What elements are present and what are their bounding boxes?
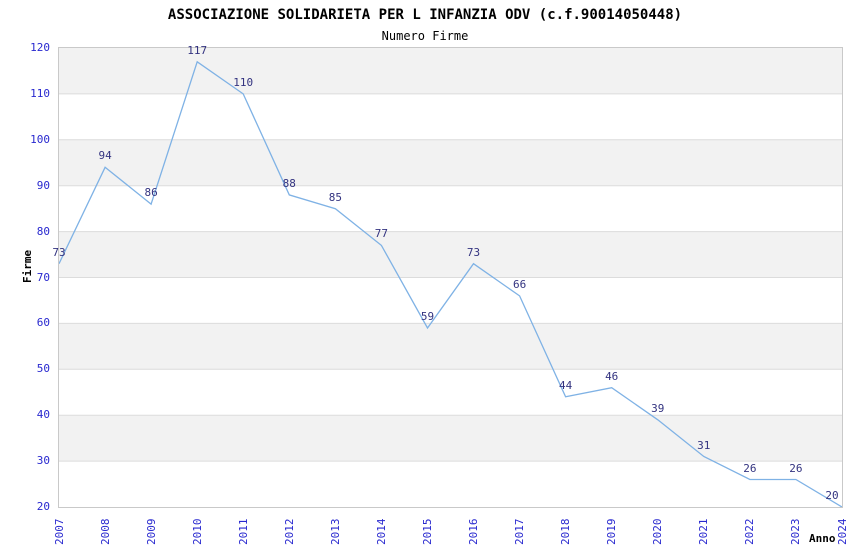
data-point-label: 46	[605, 369, 619, 383]
data-point-label: 77	[374, 227, 389, 241]
x-tick-label: 2014	[374, 518, 388, 546]
chart-title: ASSOCIAZIONE SOLIDARIETA PER L INFANZIA …	[167, 7, 683, 23]
data-point-label: 110	[233, 75, 254, 89]
y-tick-label: 100	[30, 132, 50, 146]
x-tick-label: 2007	[52, 518, 66, 546]
data-point-label: 66	[512, 277, 527, 291]
data-point-label: 26	[789, 461, 803, 475]
x-tick-label: 2017	[513, 518, 527, 546]
x-tick-label: 2013	[328, 518, 342, 546]
y-tick-label: 90	[36, 178, 50, 192]
y-axis-title: Firme	[21, 249, 34, 283]
chart-subtitle: Numero Firme	[381, 29, 469, 43]
x-tick-label: 2012	[282, 518, 296, 546]
x-tick-label: 2020	[651, 518, 665, 546]
y-tick-label: 50	[36, 362, 50, 376]
data-point-label: 73	[466, 245, 481, 259]
x-tick-label: 2008	[98, 518, 112, 546]
data-point-label: 94	[98, 149, 112, 163]
data-point-label: 20	[825, 489, 839, 502]
data-point-label: 85	[328, 190, 343, 204]
x-tick-label: 2019	[605, 518, 619, 546]
y-tick-label: 20	[36, 500, 50, 513]
x-tick-label: 2023	[789, 518, 803, 546]
chart-canvas	[59, 60, 842, 507]
x-tick-label: 2016	[467, 518, 480, 546]
y-tick-label: 120	[30, 41, 50, 54]
x-axis-title: Anno	[809, 532, 836, 545]
x-tick-label: 2009	[144, 518, 158, 546]
y-tick-label: 40	[36, 408, 50, 422]
x-tick-label: 2015	[421, 518, 434, 546]
data-point-label: 117	[187, 43, 208, 57]
data-point-label: 31	[697, 438, 711, 452]
y-tick-label: 30	[36, 454, 50, 468]
data-point-label: 86	[144, 186, 158, 200]
y-tick-label: 80	[36, 224, 50, 238]
data-point-label: 88	[282, 176, 296, 190]
x-tick-label: 2022	[743, 518, 757, 546]
x-tick-label: 2010	[190, 518, 204, 546]
x-tick-label: 2011	[236, 518, 250, 546]
y-tick-label: 60	[36, 316, 50, 330]
data-point-label: 44	[558, 378, 573, 392]
x-tick-label: 2021	[697, 518, 711, 546]
data-point-label: 26	[743, 461, 757, 475]
data-point-label: 39	[651, 401, 665, 415]
x-tick-label: 2024	[835, 518, 849, 546]
data-point-label: 59	[420, 310, 435, 323]
plot-area: 73 94 86 117 110 88 85 77 59 73 66 44 46 39 31 26 26 20	[52, 43, 843, 508]
y-tick-label: 110	[30, 86, 50, 100]
x-tick-label: 2018	[559, 518, 573, 546]
y-tick-label: 70	[36, 270, 50, 284]
line-series	[59, 60, 842, 507]
data-point-label: 73	[52, 245, 66, 259]
